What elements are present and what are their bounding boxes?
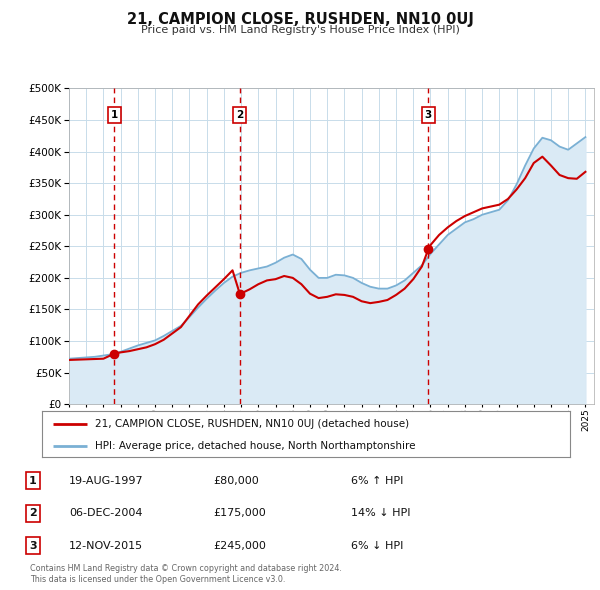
Text: 14% ↓ HPI: 14% ↓ HPI — [351, 509, 410, 518]
Text: 2: 2 — [29, 509, 37, 518]
Text: 21, CAMPION CLOSE, RUSHDEN, NN10 0UJ (detached house): 21, CAMPION CLOSE, RUSHDEN, NN10 0UJ (de… — [95, 419, 409, 429]
Text: 06-DEC-2004: 06-DEC-2004 — [69, 509, 143, 518]
Text: 12-NOV-2015: 12-NOV-2015 — [69, 541, 143, 550]
Text: Contains HM Land Registry data © Crown copyright and database right 2024.: Contains HM Land Registry data © Crown c… — [30, 565, 342, 573]
Text: 1: 1 — [29, 476, 37, 486]
Text: Price paid vs. HM Land Registry's House Price Index (HPI): Price paid vs. HM Land Registry's House … — [140, 25, 460, 35]
Text: 2: 2 — [236, 110, 244, 120]
Text: £175,000: £175,000 — [213, 509, 266, 518]
Text: 3: 3 — [425, 110, 432, 120]
Text: 3: 3 — [29, 541, 37, 550]
Text: 1: 1 — [110, 110, 118, 120]
Text: 6% ↓ HPI: 6% ↓ HPI — [351, 541, 403, 550]
Text: HPI: Average price, detached house, North Northamptonshire: HPI: Average price, detached house, Nort… — [95, 441, 415, 451]
Text: £245,000: £245,000 — [213, 541, 266, 550]
Text: £80,000: £80,000 — [213, 476, 259, 486]
Text: 6% ↑ HPI: 6% ↑ HPI — [351, 476, 403, 486]
Text: 21, CAMPION CLOSE, RUSHDEN, NN10 0UJ: 21, CAMPION CLOSE, RUSHDEN, NN10 0UJ — [127, 12, 473, 27]
Text: 19-AUG-1997: 19-AUG-1997 — [69, 476, 143, 486]
Text: This data is licensed under the Open Government Licence v3.0.: This data is licensed under the Open Gov… — [30, 575, 286, 584]
